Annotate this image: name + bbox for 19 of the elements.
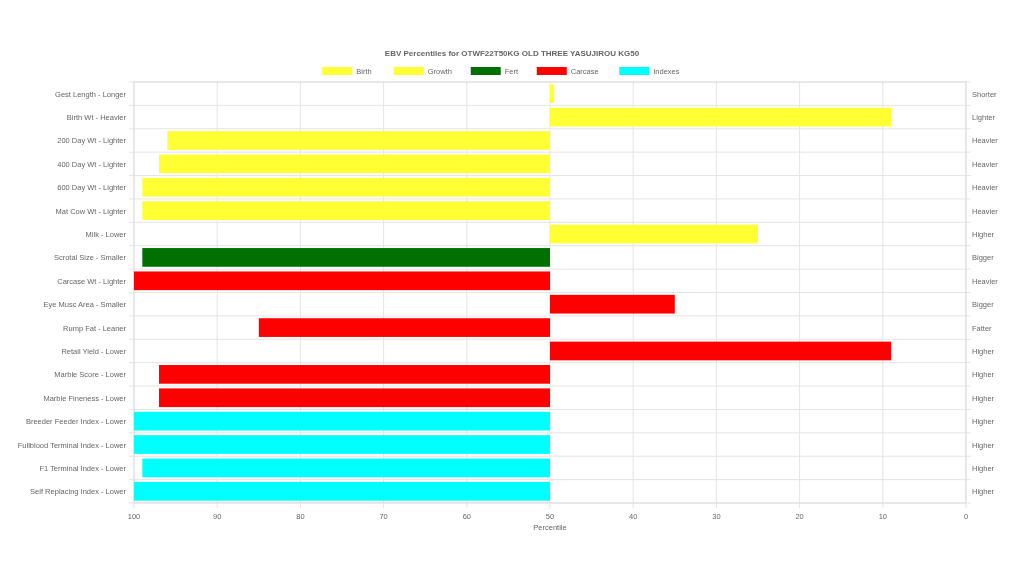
bar: [142, 177, 550, 197]
bar: [550, 107, 892, 127]
bar: [134, 481, 550, 501]
bar: [258, 318, 550, 337]
bar: [158, 365, 550, 384]
bar: [167, 131, 550, 150]
bar: [142, 201, 550, 220]
bar: [550, 341, 892, 361]
bar: [550, 84, 555, 104]
chart-title: EBV Percentiles for OTWF22T50KG OLD THREE YASUJIROU KG50: [384, 49, 640, 58]
bar: [142, 458, 550, 478]
bar: [158, 388, 550, 408]
bar: [158, 154, 550, 174]
bar: [134, 435, 550, 454]
bar: [550, 224, 758, 244]
bar: [142, 248, 550, 267]
bar: [134, 411, 550, 431]
bar: [550, 294, 675, 314]
bar: [134, 271, 550, 291]
